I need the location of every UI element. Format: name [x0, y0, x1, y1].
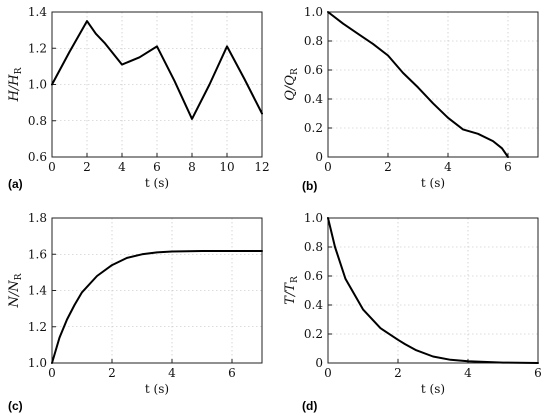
x-tick-label: 12 [254, 160, 269, 174]
x-tick-label: 2 [108, 366, 116, 380]
series-line [327, 11, 509, 158]
x-tick-label: 4 [168, 366, 176, 380]
y-tick-label: 0.8 [28, 114, 47, 128]
y-axis-label: N/NR [7, 273, 24, 308]
y-axis-label-main: T/T [283, 282, 298, 305]
y-axis-label-main: H/H [7, 74, 22, 103]
x-tick-label: 4 [444, 160, 452, 174]
chart-panel-2: 0 0.2 0.4 0.6 0.8 1.0 0 2 4 6 t (s) Q/QR (b) [283, 5, 539, 193]
y-axis-label-subscript: R [290, 68, 300, 75]
y-axis-label-main: N/N [7, 280, 22, 309]
x-tick-label: 4 [464, 366, 472, 380]
y-tick-label: 1.0 [28, 356, 47, 370]
y-tick-label: 0 [315, 150, 323, 164]
y-axis-label: Q/QR [283, 68, 300, 101]
y-axis-label-subscript: R [290, 276, 300, 283]
x-tick-label: 8 [188, 160, 196, 174]
panel-label: (a) [8, 177, 23, 191]
y-tick-label: 1.0 [28, 78, 47, 92]
y-tick-label: 0.6 [304, 269, 323, 283]
plot-frame [51, 217, 263, 364]
x-axis-label: t (s) [145, 176, 169, 190]
series-line [327, 217, 539, 364]
x-tick-label: 0 [324, 366, 332, 380]
panel-label: (b) [302, 179, 317, 193]
y-tick-label: 1.2 [28, 41, 47, 55]
y-axis-label: T/TR [283, 276, 300, 305]
chart-panel-3: 1.0 1.2 1.4 1.6 1.8 0 2 4 6 t (s) N/NR (c) [7, 211, 263, 413]
y-axis-label-subscript: R [14, 273, 24, 280]
x-tick-label: 6 [534, 366, 542, 380]
x-tick-label: 0 [48, 366, 56, 380]
chart-panel-1: 0.6 0.8 1.0 1.2 1.4 0 2 4 6 8 10 12 t (s) H/HR (a) [7, 5, 270, 191]
y-tick-label: 1.0 [304, 211, 323, 225]
y-tick-label: 1.6 [28, 247, 47, 261]
x-tick-label: 6 [153, 160, 161, 174]
y-tick-label: 0.8 [304, 240, 323, 254]
y-tick-label: 0.8 [304, 34, 323, 48]
series-line [51, 20, 263, 120]
y-axis-label-subscript: R [14, 67, 24, 74]
x-tick-label: 0 [324, 160, 332, 174]
y-tick-label: 1.4 [28, 284, 47, 298]
x-axis-label: t (s) [145, 382, 169, 396]
panel-label: (c) [8, 399, 23, 413]
x-tick-label: 2 [83, 160, 91, 174]
plot-frame [327, 11, 539, 158]
panel-label: (d) [302, 399, 317, 413]
x-tick-label: 6 [228, 366, 236, 380]
y-tick-label: 1.4 [28, 5, 47, 19]
plot-frame [327, 217, 539, 364]
y-axis-label: H/HR [7, 67, 24, 102]
x-tick-label: 2 [384, 160, 392, 174]
series-line [51, 250, 263, 364]
y-tick-label: 0.6 [28, 150, 47, 164]
x-tick-label: 10 [219, 160, 234, 174]
y-tick-label: 0.6 [304, 63, 323, 77]
y-tick-label: 0.4 [304, 298, 323, 312]
y-tick-label: 0.2 [304, 121, 323, 135]
x-tick-label: 4 [118, 160, 126, 174]
y-tick-label: 0 [315, 356, 323, 370]
y-tick-label: 0.4 [304, 92, 323, 106]
x-tick-label: 0 [48, 160, 56, 174]
x-tick-label: 6 [504, 160, 512, 174]
y-tick-label: 1.2 [28, 320, 47, 334]
y-tick-label: 1.8 [28, 211, 47, 225]
y-axis-label-main: Q/Q [283, 75, 298, 101]
chart-panel-4: 0 0.2 0.4 0.6 0.8 1.0 0 2 4 6 t (s) T/TR (d) [283, 211, 542, 413]
x-axis-label: t (s) [421, 176, 445, 190]
x-tick-label: 2 [394, 366, 402, 380]
y-tick-label: 1.0 [304, 5, 323, 19]
y-tick-label: 0.2 [304, 327, 323, 341]
x-axis-label: t (s) [421, 382, 445, 396]
